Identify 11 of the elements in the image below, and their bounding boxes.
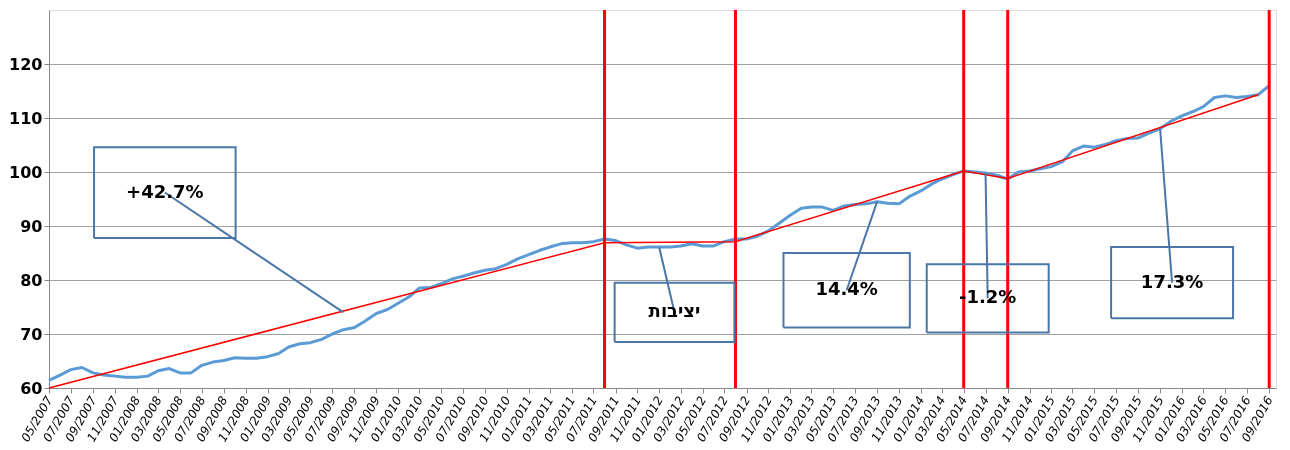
- y-tick-label: 60: [20, 378, 43, 398]
- y-tick-label: 90: [20, 216, 43, 236]
- annotation: +42.7%: [126, 180, 204, 202]
- y-tick-label: 120: [9, 54, 43, 74]
- y-tick-label: 80: [20, 270, 43, 290]
- y-tick-label: 70: [20, 324, 43, 344]
- annotation: 14.4%: [815, 278, 878, 300]
- y-tick-label: 110: [9, 108, 43, 128]
- annotation: יציבות: [648, 300, 701, 322]
- annotation: 17.3%: [1140, 270, 1204, 292]
- y-tick-label: 100: [9, 162, 43, 182]
